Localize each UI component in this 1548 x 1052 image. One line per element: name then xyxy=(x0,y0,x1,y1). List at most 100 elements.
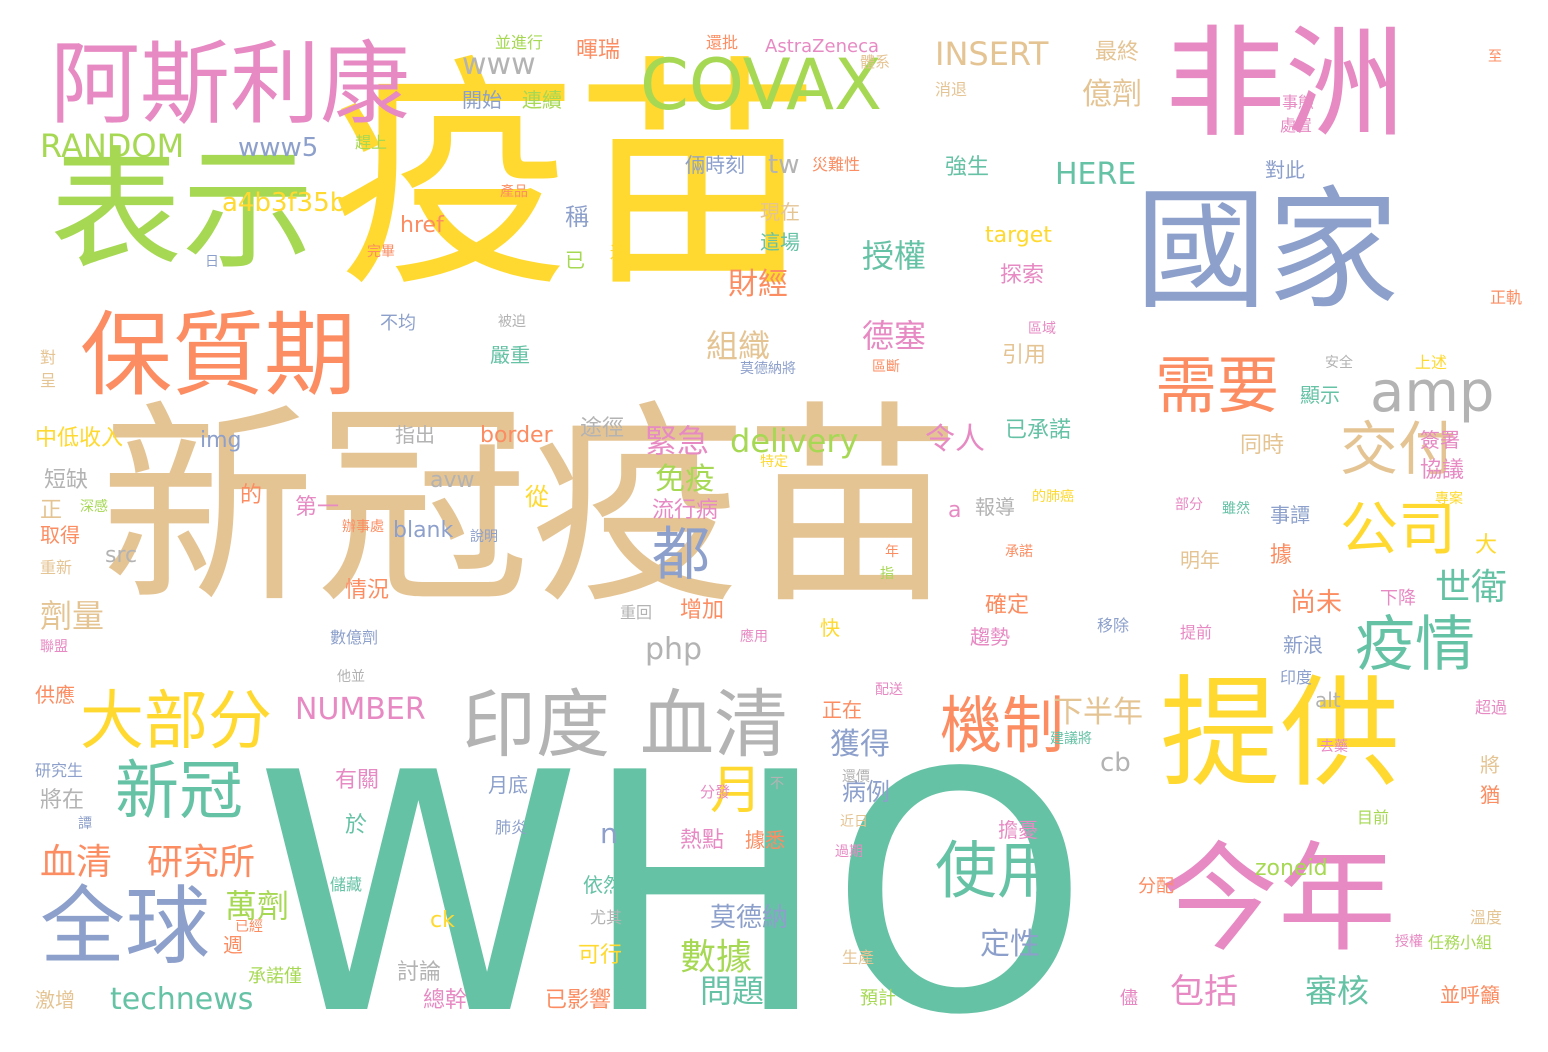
word: 最終 xyxy=(1095,40,1140,65)
word: 尤其 xyxy=(590,908,623,927)
word: 劑量 xyxy=(40,597,105,635)
word: 大 xyxy=(1475,533,1498,558)
word: 超過 xyxy=(1475,698,1508,717)
word: 問題 xyxy=(700,972,765,1010)
word: n xyxy=(600,817,618,850)
word: 印度 xyxy=(462,682,610,768)
word: 全球 xyxy=(40,878,211,977)
word: delivery xyxy=(730,422,859,460)
word: 移除 xyxy=(1097,616,1130,635)
word: 將 xyxy=(1480,753,1500,777)
word: zoneid xyxy=(1255,856,1328,881)
word: 區域 xyxy=(1028,321,1056,337)
word: 災難性 xyxy=(812,155,861,174)
word: php xyxy=(645,632,703,667)
word: 引用 xyxy=(1002,343,1047,368)
word: 據悉 xyxy=(745,828,785,852)
word: 提供 xyxy=(1160,665,1400,804)
word: 儲藏 xyxy=(330,875,363,894)
word: 保質期 xyxy=(80,302,357,409)
word: href xyxy=(400,213,444,238)
word: 應用 xyxy=(740,629,768,645)
word: 莫德納將 xyxy=(740,361,796,377)
word: cb xyxy=(1100,748,1131,778)
word: 區斷 xyxy=(872,359,900,375)
word: 提前 xyxy=(1180,623,1213,642)
word: 總幹 xyxy=(423,988,468,1013)
word: 正在 xyxy=(822,698,862,722)
word: src xyxy=(105,543,138,568)
word: 任務小組 xyxy=(1428,933,1493,952)
word: 趨勢 xyxy=(970,625,1010,649)
word: 暉瑞 xyxy=(576,38,621,63)
word: 重新 xyxy=(40,558,73,577)
word: 過期 xyxy=(835,844,863,860)
word: 德塞 xyxy=(862,317,927,355)
word: 指 xyxy=(880,566,894,582)
word: 依然 xyxy=(583,873,623,897)
word: NUMBER xyxy=(295,692,426,727)
word: target xyxy=(985,223,1052,248)
word: 顯示 xyxy=(1300,383,1340,407)
word: 授權 xyxy=(862,237,927,275)
word: 萬劑 xyxy=(225,887,290,925)
word: 生產 xyxy=(842,948,875,967)
word: HERE xyxy=(1055,157,1137,192)
word: a4b3f35b xyxy=(222,188,347,218)
word: blank xyxy=(393,518,454,543)
word: 正 xyxy=(40,498,63,523)
word: 已 xyxy=(565,248,585,272)
word: 緊急 xyxy=(645,422,710,460)
word: 體系 xyxy=(860,53,891,71)
word: 稱 xyxy=(565,203,589,231)
word: 國家 xyxy=(1135,174,1399,328)
word: 確定 xyxy=(985,593,1030,618)
word: 短缺 xyxy=(44,468,89,493)
word: 雖然 xyxy=(1222,501,1250,517)
word: 承諾 xyxy=(1005,544,1033,560)
word: 肺炎 xyxy=(495,818,528,837)
word: 趕上 xyxy=(355,133,388,152)
word: 預計 xyxy=(860,988,896,1009)
word: amp xyxy=(1370,360,1495,425)
word: 深感 xyxy=(80,499,108,515)
word: 指出 xyxy=(395,423,435,447)
word: 報導 xyxy=(975,495,1015,519)
word: 財經 xyxy=(728,267,788,302)
word: COVAX xyxy=(640,44,882,126)
word: 血清 xyxy=(40,842,113,883)
word: 已承諾 xyxy=(1005,418,1072,443)
word: 辦事處 xyxy=(342,519,384,535)
word: 新冠 xyxy=(115,755,243,829)
word: 連續 xyxy=(522,88,562,112)
word: www5 xyxy=(238,133,319,163)
word: 溫度 xyxy=(1470,908,1503,927)
word: 將在 xyxy=(40,788,85,813)
word: 不 xyxy=(770,776,784,792)
word: WHO xyxy=(255,703,1090,1052)
word: 被迫 xyxy=(498,314,526,330)
word: 可行 xyxy=(578,943,623,968)
word: 分配 xyxy=(1138,876,1174,897)
word: 有關 xyxy=(335,768,380,793)
word: 情況 xyxy=(345,578,390,603)
word: 下半年 xyxy=(1053,695,1143,730)
word: 同時 xyxy=(1240,433,1285,458)
word: 承諾僅 xyxy=(248,966,302,987)
word: 機制 xyxy=(940,689,1065,762)
word: 明年 xyxy=(1180,548,1220,572)
word: 已經 xyxy=(235,919,263,935)
word: 還批 xyxy=(706,33,739,52)
word: 月 xyxy=(710,761,763,821)
word: 事譚 xyxy=(1270,503,1310,527)
word: 目前 xyxy=(1357,808,1390,827)
word: 對 xyxy=(40,348,57,367)
word: 定性 xyxy=(980,927,1040,962)
word: 億劑 xyxy=(1082,77,1142,112)
word: 大部分 xyxy=(80,685,272,759)
word: 表示 xyxy=(50,134,314,288)
word: 討論 xyxy=(397,960,442,985)
word: 組織 xyxy=(706,327,771,365)
word: 供應 xyxy=(35,683,75,707)
word: 今年 xyxy=(1160,830,1397,968)
